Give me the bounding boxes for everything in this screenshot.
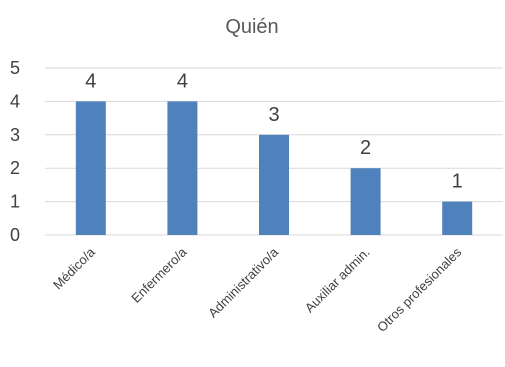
chart-title: Quién [225, 16, 278, 38]
data-label-1: 4 [177, 70, 188, 92]
category-label-4: Otros profesionales [374, 244, 465, 335]
data-labels: 4 4 3 2 1 [85, 70, 463, 192]
y-tick-label-0: 0 [10, 225, 20, 245]
y-tick-label-3: 3 [10, 125, 20, 145]
y-tick-label-1: 1 [10, 192, 20, 212]
bar-0 [75, 101, 106, 236]
y-tick-label-4: 4 [10, 91, 20, 111]
y-tick-label-2: 2 [10, 158, 20, 178]
bars [75, 101, 473, 236]
data-label-4: 1 [452, 171, 463, 193]
x-axis-labels: Médico/a Enfermero/a Administrativo/a Auxil… [50, 244, 465, 335]
bar-3 [350, 168, 381, 235]
data-label-3: 2 [360, 137, 371, 159]
category-label-0: Médico/a [50, 244, 98, 292]
category-label-1: Enfermero/a [128, 244, 190, 306]
bar-1 [167, 101, 198, 236]
y-tick-label-5: 5 [10, 58, 20, 78]
bar-4 [442, 201, 473, 235]
category-label-2: Administrativo/a [205, 244, 282, 321]
data-label-0: 4 [85, 70, 96, 92]
y-axis-ticks: 0 1 2 3 4 5 [10, 58, 20, 245]
data-label-2: 3 [268, 104, 279, 126]
category-label-3: Auxiliar admin. [302, 245, 373, 316]
bar-2 [259, 134, 289, 235]
